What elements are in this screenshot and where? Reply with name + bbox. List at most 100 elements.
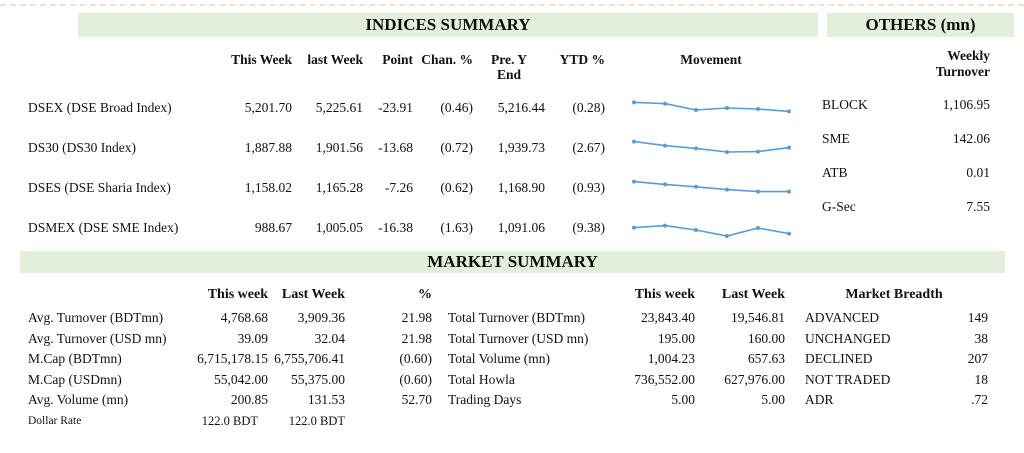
indices-col-ytd-pct: YTD % [559, 52, 605, 67]
ms-mid-this-week: 195.00 [657, 330, 695, 346]
ms-mid-last-week: 5.00 [761, 392, 785, 407]
breadth-label: UNCHANGED [805, 330, 891, 346]
ms-mid-label: Total Volume (mn) [448, 351, 551, 366]
index-chan-pct: (0.72) [440, 140, 473, 155]
others-value: 1,106.95 [942, 97, 990, 112]
others-value: 142.06 [952, 131, 990, 146]
ms-left-this-week: 39.09 [237, 330, 268, 346]
index-last-week: 1,005.05 [315, 220, 363, 235]
ms-left-this-week: 6,715,178.15 [197, 351, 268, 366]
others-row: SME 142.06 [822, 122, 990, 156]
market-summary-middle-table: This week Last Week Total Turnover (BDTm… [448, 282, 785, 411]
index-chan-pct: (1.63) [440, 220, 473, 235]
breadth-label: ADVANCED [805, 310, 880, 325]
breadth-row: NOT TRADED 18 [800, 370, 988, 391]
index-ytd-pct: (2.67) [572, 140, 605, 155]
ms-mid-this-week: 23,843.40 [641, 310, 695, 325]
ms-mid-col-this-week: This week [634, 287, 695, 302]
indices-col-this-week: This Week [231, 52, 292, 67]
breadth-value: 38 [974, 330, 989, 346]
ms-mid-label: Total Turnover (BDTmn) [448, 310, 586, 325]
ms-mid-last-week: 627,976.00 [724, 371, 785, 387]
breadth-label: ADR [805, 392, 834, 407]
others-label: BLOCK [822, 97, 868, 112]
others-title: OTHERS (mn) [827, 13, 1014, 37]
ms-left-footer-spacer [345, 411, 432, 432]
index-last-week: 1,901.56 [315, 140, 363, 155]
movement-sparkline [605, 88, 817, 128]
index-pre-y-end: 1,091.06 [497, 220, 545, 235]
ms-left-last-week: 55,375.00 [291, 371, 345, 387]
index-label: DSES (DSE Sharia Index) [28, 180, 171, 195]
ms-left-pct: (0.60) [399, 371, 432, 387]
others-value: 0.01 [966, 165, 990, 180]
others-row: G-Sec 7.55 [822, 190, 990, 224]
market-breadth-panel: Market Breadth ADVANCED 149 UNCHANGED 38… [800, 282, 988, 411]
breadth-row: DECLINED 207 [800, 349, 988, 370]
index-last-week: 1,165.28 [315, 180, 363, 195]
breadth-row: UNCHANGED 38 [800, 329, 988, 350]
indices-col-chan-pct: Chan. % [421, 52, 473, 67]
ms-mid-last-week: 160.00 [747, 330, 785, 346]
ms-mid-this-week: 5.00 [671, 392, 695, 407]
ms-left-label: M.Cap (USDmn) [28, 371, 122, 387]
breadth-value: 18 [974, 371, 989, 387]
index-this-week: 5,201.70 [244, 100, 292, 115]
movement-sparkline [605, 168, 817, 208]
index-point: -7.26 [384, 180, 413, 195]
ms-left-pct: (0.60) [399, 351, 432, 366]
ms-left-this-week: 4,768.68 [220, 310, 268, 325]
ms-left-col-spacer [28, 282, 168, 308]
ms-mid-label: Trading Days [448, 392, 522, 407]
ms-mid-col-last-week: Last Week [721, 287, 785, 302]
ms-mid-label: Total Howla [448, 371, 515, 387]
breadth-value: 207 [967, 351, 988, 366]
ms-left-pct: 21.98 [401, 330, 432, 346]
others-row: ATB 0.01 [822, 156, 990, 190]
ms-left-col-pct: % [418, 287, 432, 302]
dollar-rate-last-week: 122.0 BDT [288, 413, 345, 428]
market-breadth-title: Market Breadth [845, 287, 943, 302]
indices-col-last-week: last Week [307, 52, 363, 67]
others-row: BLOCK 1,106.95 [822, 88, 990, 122]
index-this-week: 1,158.02 [244, 180, 292, 195]
ms-left-pct: 52.70 [401, 392, 432, 407]
breadth-label: NOT TRADED [805, 371, 891, 387]
ms-left-last-week: 6,755,706.41 [274, 351, 345, 366]
indices-col-pre-y-end: Pre. Y End [491, 52, 527, 82]
ms-left-col-last-week: Last Week [281, 287, 345, 302]
index-ytd-pct: (9.38) [572, 220, 605, 235]
ms-left-label: Avg. Volume (mn) [28, 392, 129, 407]
indices-col-movement: Movement [680, 52, 742, 67]
others-value: 7.55 [966, 199, 990, 214]
breadth-value: .72 [971, 392, 988, 407]
ms-left-last-week: 32.04 [314, 330, 345, 346]
index-ytd-pct: (0.28) [572, 100, 605, 115]
market-summary-title: MARKET SUMMARY [20, 251, 1005, 273]
index-label: DSEX (DSE Broad Index) [28, 100, 172, 115]
ms-mid-col-spacer [448, 282, 623, 308]
ms-left-pct: 21.98 [401, 310, 432, 325]
index-last-week: 5,225.61 [315, 100, 363, 115]
movement-sparkline [605, 128, 817, 168]
breadth-label: DECLINED [805, 351, 873, 366]
index-this-week: 988.67 [254, 220, 292, 235]
ms-mid-last-week: 19,546.81 [731, 310, 785, 325]
index-point: -16.38 [378, 220, 413, 235]
index-label: DS30 (DS30 Index) [28, 140, 136, 155]
breadth-row: ADVANCED 149 [800, 308, 988, 329]
index-chan-pct: (0.46) [440, 100, 473, 115]
ms-mid-this-week: 1,004.23 [647, 351, 695, 366]
others-label: ATB [822, 165, 848, 180]
top-divider [0, 4, 1024, 6]
dollar-rate-this-week: 122.0 BDT [201, 413, 258, 428]
indices-summary-table: This Week last Week Point Chan. % Pre. Y… [28, 44, 817, 248]
ms-left-this-week: 55,042.00 [214, 371, 268, 387]
ms-left-label: M.Cap (BDTmn) [28, 351, 122, 366]
breadth-row: ADR .72 [800, 390, 988, 411]
index-ytd-pct: (0.93) [572, 180, 605, 195]
ms-left-this-week: 200.85 [230, 392, 268, 407]
others-label: SME [822, 131, 850, 146]
index-pre-y-end: 5,216.44 [497, 100, 545, 115]
index-this-week: 1,887.88 [244, 140, 292, 155]
